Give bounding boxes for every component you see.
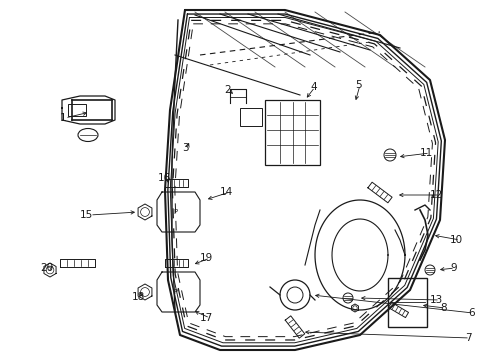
Text: 12: 12 bbox=[429, 190, 442, 200]
Text: 19: 19 bbox=[200, 253, 213, 263]
Text: 14: 14 bbox=[220, 187, 233, 197]
Text: 15: 15 bbox=[80, 210, 93, 220]
Text: P: P bbox=[173, 289, 177, 295]
Text: 17: 17 bbox=[200, 313, 213, 323]
Text: 5: 5 bbox=[354, 80, 361, 90]
Text: 20: 20 bbox=[40, 263, 53, 273]
Text: P: P bbox=[173, 209, 177, 215]
Text: 18: 18 bbox=[132, 292, 145, 302]
Text: 13: 13 bbox=[429, 295, 442, 305]
Text: 10: 10 bbox=[449, 235, 462, 245]
Text: 2: 2 bbox=[224, 85, 230, 95]
Text: 16: 16 bbox=[158, 173, 171, 183]
Text: 1: 1 bbox=[60, 113, 66, 123]
Text: 7: 7 bbox=[464, 333, 470, 343]
Text: 8: 8 bbox=[439, 303, 446, 313]
Text: 3: 3 bbox=[182, 143, 188, 153]
Text: 11: 11 bbox=[419, 148, 432, 158]
Text: 6: 6 bbox=[467, 308, 474, 318]
Text: 9: 9 bbox=[449, 263, 456, 273]
Text: 4: 4 bbox=[309, 82, 316, 92]
